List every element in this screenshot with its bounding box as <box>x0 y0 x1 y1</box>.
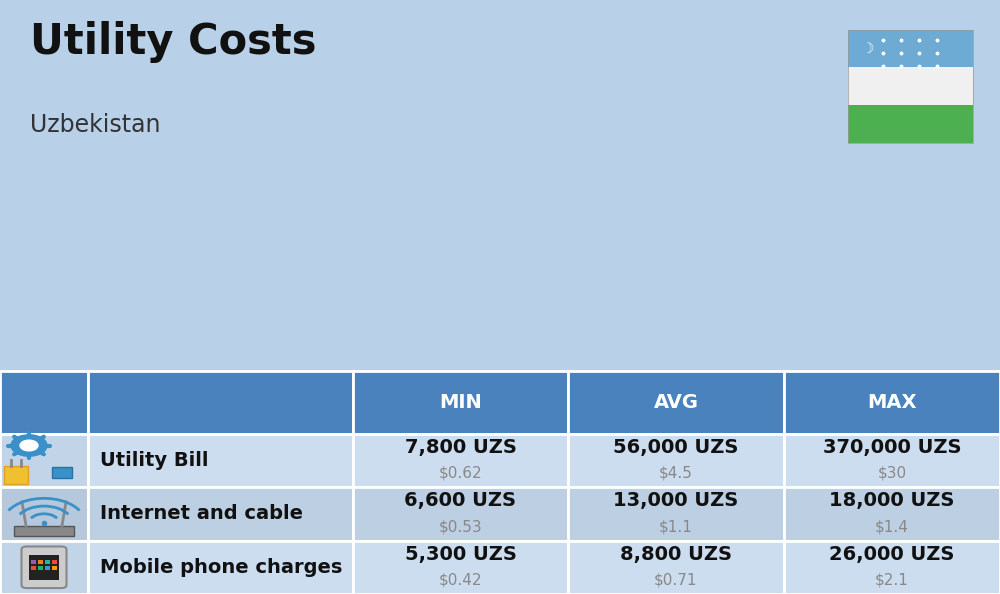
FancyBboxPatch shape <box>353 541 568 594</box>
Text: Mobile phone charges: Mobile phone charges <box>100 558 342 577</box>
FancyBboxPatch shape <box>353 487 568 541</box>
FancyBboxPatch shape <box>784 541 1000 594</box>
Bar <box>848 67 973 71</box>
Text: AVG: AVG <box>653 393 698 412</box>
FancyBboxPatch shape <box>0 487 88 541</box>
Text: 7,800 UZS: 7,800 UZS <box>405 438 516 457</box>
Bar <box>45 560 50 564</box>
FancyBboxPatch shape <box>88 541 353 594</box>
FancyBboxPatch shape <box>848 105 973 143</box>
FancyBboxPatch shape <box>0 434 88 487</box>
Text: 18,000 UZS: 18,000 UZS <box>829 491 955 510</box>
FancyBboxPatch shape <box>568 434 784 487</box>
Text: $0.42: $0.42 <box>439 573 482 588</box>
FancyBboxPatch shape <box>568 541 784 594</box>
Text: $30: $30 <box>877 466 907 481</box>
Text: 6,600 UZS: 6,600 UZS <box>404 491 516 510</box>
Bar <box>52 467 72 478</box>
Text: 370,000 UZS: 370,000 UZS <box>823 438 961 457</box>
FancyBboxPatch shape <box>568 487 784 541</box>
Text: 5,300 UZS: 5,300 UZS <box>405 545 516 564</box>
Text: $0.71: $0.71 <box>654 573 698 588</box>
Text: Internet and cable: Internet and cable <box>100 504 303 523</box>
FancyBboxPatch shape <box>0 371 88 434</box>
Bar <box>31 566 36 570</box>
Bar <box>4 466 28 484</box>
FancyBboxPatch shape <box>0 541 88 594</box>
Bar <box>38 560 44 564</box>
Bar <box>30 555 58 580</box>
FancyBboxPatch shape <box>88 371 353 434</box>
FancyBboxPatch shape <box>353 434 568 487</box>
FancyBboxPatch shape <box>784 434 1000 487</box>
FancyBboxPatch shape <box>568 371 784 434</box>
Text: MIN: MIN <box>439 393 482 412</box>
Circle shape <box>11 435 47 456</box>
FancyBboxPatch shape <box>784 487 1000 541</box>
Text: $0.62: $0.62 <box>439 466 482 481</box>
Text: 8,800 UZS: 8,800 UZS <box>620 545 732 564</box>
FancyBboxPatch shape <box>784 371 1000 434</box>
Bar <box>38 566 44 570</box>
Text: Utility Costs: Utility Costs <box>30 21 316 63</box>
Text: $1.1: $1.1 <box>659 519 693 535</box>
Text: 13,000 UZS: 13,000 UZS <box>613 491 739 510</box>
Text: $4.5: $4.5 <box>659 466 693 481</box>
Text: 26,000 UZS: 26,000 UZS <box>829 545 955 564</box>
FancyBboxPatch shape <box>88 434 353 487</box>
FancyBboxPatch shape <box>353 371 568 434</box>
Text: Uzbekistan: Uzbekistan <box>30 113 160 137</box>
Bar <box>45 566 50 570</box>
FancyBboxPatch shape <box>88 487 353 541</box>
Circle shape <box>20 440 38 451</box>
Text: MAX: MAX <box>867 393 917 412</box>
Text: Utility Bill: Utility Bill <box>100 451 208 470</box>
FancyBboxPatch shape <box>22 546 66 588</box>
Bar <box>52 566 57 570</box>
Bar <box>848 105 973 109</box>
Bar <box>31 560 36 564</box>
Text: $2.1: $2.1 <box>875 573 909 588</box>
Text: $1.4: $1.4 <box>875 519 909 535</box>
Text: 56,000 UZS: 56,000 UZS <box>613 438 739 457</box>
FancyBboxPatch shape <box>848 67 973 105</box>
Text: $0.53: $0.53 <box>439 519 482 535</box>
Bar <box>14 526 74 536</box>
Bar <box>52 560 57 564</box>
Text: ☽: ☽ <box>861 42 874 55</box>
FancyBboxPatch shape <box>848 30 973 67</box>
